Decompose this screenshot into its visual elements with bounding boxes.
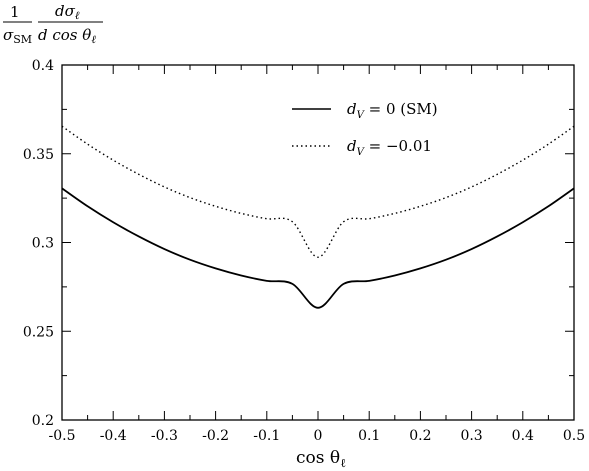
y-tick-label: 0.25 bbox=[23, 324, 54, 340]
x-tick-label: 0.1 bbox=[358, 428, 380, 444]
series-line-sm bbox=[61, 187, 575, 309]
y-tick-label: 0.2 bbox=[32, 413, 54, 429]
x-axis-title: cos θℓ bbox=[296, 448, 346, 470]
x-tick-label: -0.2 bbox=[202, 428, 229, 444]
ylabel-numerator-a: 1 bbox=[10, 3, 20, 21]
legend: dV = 0 (SM) dV = −0.01 bbox=[292, 100, 438, 158]
y-tick-labels: 0.2 0.25 0.3 0.35 0.4 bbox=[23, 58, 54, 429]
ylabel-numerator-b-sub: ℓ bbox=[75, 9, 80, 22]
x-tick-label: 0 bbox=[314, 428, 323, 444]
ylabel-denominator-b: d cos θ bbox=[38, 26, 91, 44]
series-layer bbox=[61, 125, 575, 309]
x-tick-label: -0.1 bbox=[253, 428, 280, 444]
legend-label-dv: dV = −0.01 bbox=[347, 137, 432, 158]
plot-frame bbox=[61, 64, 575, 421]
x-tick-label: 0.3 bbox=[460, 428, 482, 444]
y-tick-label: 0.3 bbox=[32, 236, 54, 252]
x-tick-label: -0.5 bbox=[49, 428, 76, 444]
svg-text:σSM: σSM bbox=[3, 26, 32, 46]
svg-text:dσℓ: dσℓ bbox=[55, 2, 80, 22]
series-line-dv bbox=[61, 125, 575, 258]
x-tick-labels: -0.5 -0.4 -0.3 -0.2 -0.1 0 0.1 0.2 0.3 0.4 0.5 bbox=[49, 428, 586, 444]
y-tick-label: 0.4 bbox=[32, 58, 54, 74]
x-tick-label: 0.4 bbox=[512, 428, 534, 444]
svg-text:d cos θℓ: d cos θℓ bbox=[38, 26, 96, 46]
y-tick-label: 0.35 bbox=[23, 147, 54, 163]
legend-label-sm: dV = 0 (SM) bbox=[347, 100, 438, 121]
x-tick-label: 0.2 bbox=[409, 428, 431, 444]
ylabel-denominator-a-sub: SM bbox=[13, 33, 32, 46]
x-tick-label: 0.5 bbox=[563, 428, 585, 444]
x-tick-label: -0.4 bbox=[100, 428, 127, 444]
ylabel-denominator-a: σ bbox=[3, 26, 14, 44]
ylabel-denominator-b-sub: ℓ bbox=[91, 33, 96, 46]
ylabel-numerator-b: dσ bbox=[55, 2, 76, 20]
x-tick-label: -0.3 bbox=[151, 428, 178, 444]
axis-ticks bbox=[61, 64, 575, 421]
y-axis-title: 1 σSM dσℓ d cos θℓ bbox=[3, 2, 103, 46]
